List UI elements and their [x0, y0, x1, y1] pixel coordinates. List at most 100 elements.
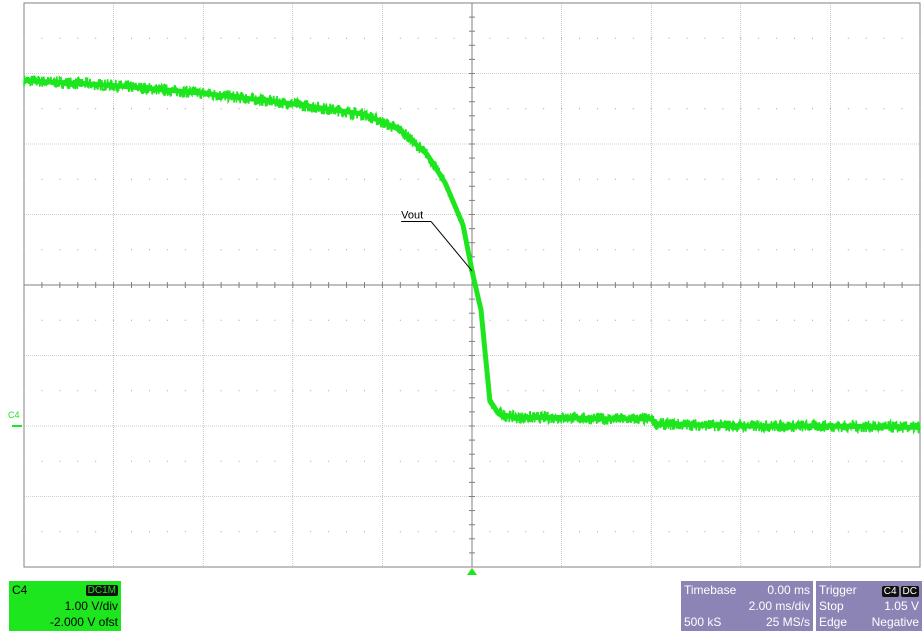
grid-dot — [740, 37, 742, 39]
grid-dot — [722, 531, 724, 533]
grid-dot — [919, 319, 921, 321]
grid-dot — [740, 390, 742, 392]
channel-info-panel[interactable]: C4 DC1M 1.00 V/div -2.000 V ofst — [9, 581, 121, 631]
grid-dot — [202, 108, 204, 110]
grid-dot — [901, 319, 903, 321]
grid-dot — [292, 249, 294, 251]
grid-dot — [776, 108, 778, 110]
grid-dot — [453, 460, 455, 462]
grid-dot — [363, 390, 365, 392]
grid-dot — [59, 37, 61, 39]
grid-dot — [543, 178, 545, 180]
grid-dot — [95, 390, 97, 392]
grid-dot — [184, 319, 186, 321]
grid-dot — [686, 37, 688, 39]
trigger-label: Trigger — [819, 582, 857, 597]
grid-dot — [507, 390, 509, 392]
grid-dot — [77, 319, 79, 321]
grid-dot — [292, 390, 294, 392]
grid-dot — [399, 37, 401, 39]
grid-dot — [113, 178, 115, 180]
grid-dot — [668, 178, 670, 180]
grid-dot — [596, 178, 598, 180]
grid-dot — [722, 390, 724, 392]
grid-dot — [794, 108, 796, 110]
grid-dot — [489, 531, 491, 533]
grid-dot — [310, 249, 312, 251]
grid-dot — [328, 531, 330, 533]
grid-dot — [453, 37, 455, 39]
grid-dot — [23, 319, 25, 321]
grid-dot — [525, 319, 527, 321]
grid-dot — [794, 178, 796, 180]
grid-dot — [256, 460, 258, 462]
grid-dot — [740, 249, 742, 251]
channel-name: C4 — [12, 582, 28, 597]
grid-dot — [650, 531, 652, 533]
grid-dot — [131, 460, 133, 462]
timebase-panel[interactable]: Timebase 0.00 ms 2.00 ms/div 500 kS 25 M… — [681, 581, 813, 631]
grid-dot — [202, 390, 204, 392]
grid-dot — [95, 37, 97, 39]
grid-dot — [148, 390, 150, 392]
grid-dot — [596, 319, 598, 321]
grid-dot — [865, 108, 867, 110]
grid-dot — [561, 249, 563, 251]
grid-dot — [829, 249, 831, 251]
grid-dot — [614, 108, 616, 110]
annotation-label: Vout — [401, 210, 423, 222]
grid-dot — [328, 249, 330, 251]
grid-dot — [41, 460, 43, 462]
grid-dot — [632, 531, 634, 533]
grid-dot — [829, 178, 831, 180]
grid-dot — [579, 37, 581, 39]
grid-dot — [113, 531, 115, 533]
grid-dot — [453, 108, 455, 110]
grid-dot — [363, 460, 365, 462]
grid-dot — [41, 108, 43, 110]
grid-dot — [919, 531, 921, 533]
grid-dot — [543, 249, 545, 251]
grid-dot — [184, 37, 186, 39]
grid-dot — [722, 108, 724, 110]
grid-dot — [561, 460, 563, 462]
grid-dot — [310, 390, 312, 392]
grid-dot — [543, 531, 545, 533]
oscilloscope-plot: C4 Vout — [8, 2, 921, 575]
grid-dot — [561, 178, 563, 180]
grid-dot — [435, 249, 437, 251]
grid-dot — [131, 531, 133, 533]
grid-dot — [758, 108, 760, 110]
trigger-panel[interactable]: Trigger C4 DC Stop 1.05 V Edge Negative — [816, 581, 922, 631]
grid-dot — [453, 531, 455, 533]
grid-dot — [41, 37, 43, 39]
grid-dot — [668, 319, 670, 321]
grid-dot — [453, 319, 455, 321]
grid-dot — [113, 460, 115, 462]
grid-dot — [346, 531, 348, 533]
grid-dot — [310, 319, 312, 321]
grid-dot — [381, 319, 383, 321]
grid-dot — [113, 390, 115, 392]
grid-dot — [59, 460, 61, 462]
grid-dot — [435, 108, 437, 110]
grid-dot — [829, 37, 831, 39]
grid-dot — [686, 249, 688, 251]
grid-dot — [811, 178, 813, 180]
grid-dot — [292, 108, 294, 110]
grid-dot — [507, 460, 509, 462]
grid-dot — [865, 249, 867, 251]
grid-dot — [399, 178, 401, 180]
grid-dot — [328, 319, 330, 321]
grid-dot — [184, 108, 186, 110]
grid-dot — [23, 37, 25, 39]
grid-dot — [507, 531, 509, 533]
grid-dot — [919, 460, 921, 462]
grid-dot — [579, 108, 581, 110]
grid-dot — [417, 460, 419, 462]
grid-dot — [811, 531, 813, 533]
grid-dot — [507, 249, 509, 251]
grid-dot — [184, 390, 186, 392]
grid-dot — [238, 319, 240, 321]
trigger-coupling-badge: DC — [900, 585, 919, 597]
